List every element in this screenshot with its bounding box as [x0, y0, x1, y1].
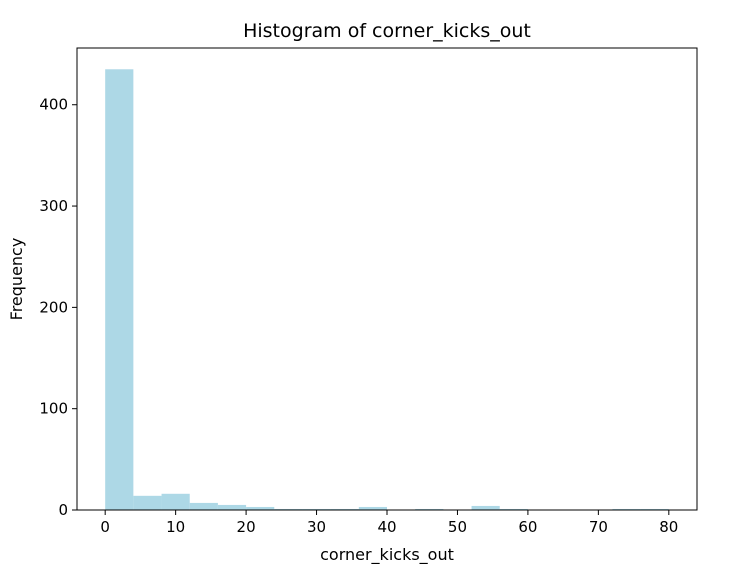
histogram-bar-18: [612, 508, 641, 510]
x-tick-label: 40: [377, 518, 396, 536]
x-tick-label: 20: [237, 518, 256, 536]
y-tick-label: 400: [39, 96, 68, 114]
y-tick-label: 200: [39, 298, 68, 316]
y-tick-label: 100: [39, 400, 68, 418]
x-tick-label: 80: [659, 518, 678, 536]
y-tick-label: 300: [39, 197, 68, 215]
histogram-bar-2: [161, 493, 190, 510]
x-tick-label: 10: [166, 518, 185, 536]
x-tick-label: 0: [100, 518, 110, 536]
chart-title: Histogram of corner_kicks_out: [243, 20, 531, 42]
x-tick-label: 50: [448, 518, 467, 536]
y-axis-label: Frequency: [7, 238, 26, 321]
y-axis-ticks: 0 100 200 300 400: [39, 96, 77, 519]
y-tick-label: 0: [58, 501, 68, 519]
histogram-bars: [105, 69, 669, 511]
histogram-bar-3: [189, 502, 218, 510]
x-tick-label: 60: [518, 518, 537, 536]
x-tick-label: 70: [589, 518, 608, 536]
histogram-bar-9: [358, 506, 387, 510]
histogram-bar-6: [274, 508, 303, 510]
histogram-bar-0: [105, 69, 134, 511]
histogram-bar-14: [499, 508, 528, 510]
x-tick-label: 30: [307, 518, 326, 536]
histogram-bar-5: [246, 506, 275, 510]
histogram-bar-8: [330, 508, 359, 510]
x-axis-label: corner_kicks_out: [320, 545, 454, 565]
histogram-bar-19: [640, 508, 669, 510]
histogram-bar-13: [471, 505, 500, 510]
histogram-bar-1: [133, 495, 162, 510]
x-axis-ticks: 0 10 20 30 40 50 60 70 80: [100, 510, 678, 536]
histogram-bar-11: [415, 508, 444, 510]
histogram-bar-7: [302, 508, 331, 510]
histogram-bar-4: [217, 504, 247, 510]
